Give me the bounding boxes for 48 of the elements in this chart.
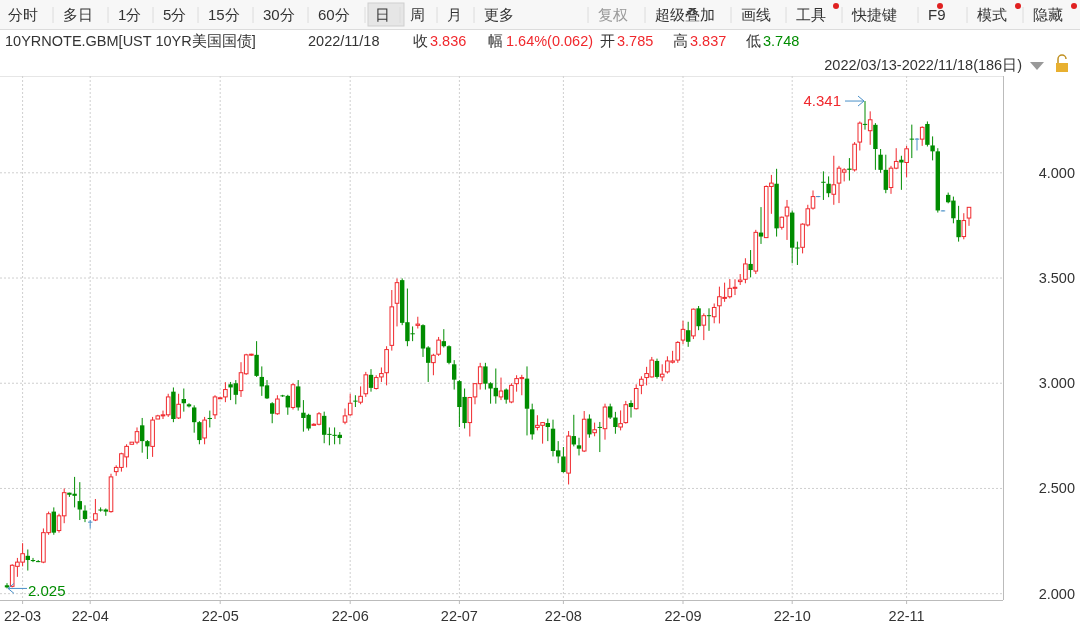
text: 模式 <box>977 6 1007 23</box>
text: 2022/03/13-2022/11/18(186日) <box>824 57 1022 73</box>
text: 低 <box>746 33 761 49</box>
text: 复权 <box>598 6 628 23</box>
text: 60分 <box>318 6 350 23</box>
y-tick-label: 4.000 <box>1038 164 1075 181</box>
text: 3.748 <box>763 33 800 49</box>
text: 幅 <box>488 33 503 49</box>
text: 5分 <box>163 6 187 23</box>
annotation: 2.025 <box>28 582 66 600</box>
text: 1分 <box>118 6 142 23</box>
y-tick-label: 3.000 <box>1038 375 1075 392</box>
text: 分时 <box>8 6 38 23</box>
text: 3.785 <box>617 33 654 49</box>
text: 收 <box>413 33 428 49</box>
text: 日 <box>375 6 390 23</box>
text: 30分 <box>263 6 295 23</box>
text: 画线 <box>741 6 771 23</box>
text: 多日 <box>63 6 93 23</box>
x-tick-label: 22-06 <box>331 608 369 624</box>
text: F9 <box>928 6 946 23</box>
text: 月 <box>447 6 462 23</box>
text: 开 <box>600 33 615 49</box>
text: 快捷键 <box>851 6 897 23</box>
text: 超级叠加 <box>655 6 715 23</box>
annotation: 4.341 <box>803 92 841 110</box>
y-tick-label: 2.000 <box>1038 585 1075 602</box>
x-tick-label: 22-11 <box>888 608 925 624</box>
x-tick-label: 22-04 <box>71 608 109 624</box>
text: 高 <box>673 33 688 49</box>
text: 更多 <box>484 6 514 23</box>
x-tick-label: 22-09 <box>664 608 702 624</box>
text: 隐藏 <box>1033 6 1063 23</box>
text: 2022/11/18 <box>308 33 380 49</box>
text: 3.837 <box>690 33 727 49</box>
y-tick-label: 2.500 <box>1038 480 1075 497</box>
x-tick-label: 22-08 <box>544 608 582 624</box>
chart-title: 10YRNOTE.GBM[UST 10YR美国国债] <box>5 33 256 49</box>
text: 3.836 <box>430 33 467 49</box>
text: 1.64%(0.062) <box>506 33 594 49</box>
x-tick-label: 22-03 <box>4 608 42 624</box>
x-tick-label: 22-07 <box>440 608 478 624</box>
x-tick-label: 22-10 <box>773 608 811 624</box>
text: 周 <box>410 6 425 23</box>
text: 15分 <box>208 6 240 23</box>
x-tick-label: 22-05 <box>201 608 239 624</box>
text: 工具 <box>796 6 826 23</box>
y-tick-label: 3.500 <box>1038 270 1075 287</box>
